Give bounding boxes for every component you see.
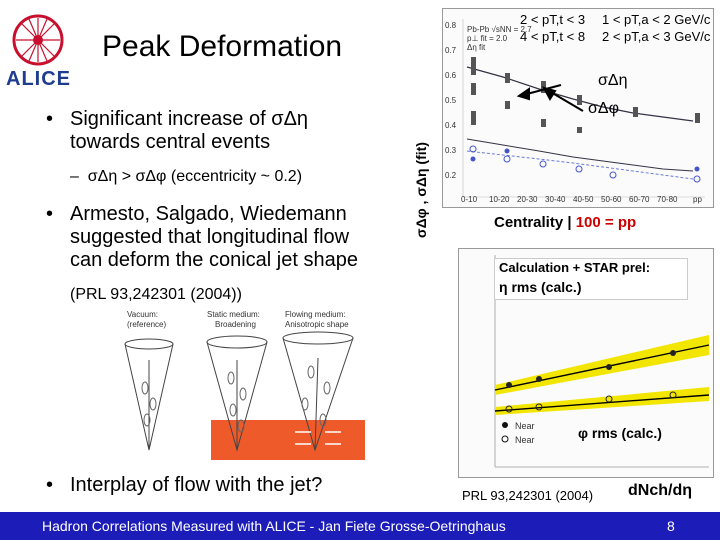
- cuts-right-2: 2 < pT,a < 3 GeV/c: [602, 29, 711, 44]
- legend-near-1: Near: [515, 421, 535, 431]
- bullet-1-line1: Significant increase of σΔη: [70, 108, 309, 130]
- centrality-caption-red: 100 = pp: [575, 214, 637, 231]
- cuts-left-2: 4 < pT,t < 8: [520, 29, 586, 44]
- bullet-icon: •: [46, 474, 54, 496]
- cuts-left-1: 2 < pT,t < 3: [520, 12, 586, 27]
- centrality-caption-text: Centrality |: [494, 214, 576, 231]
- bottom-plot-svg: [494, 255, 710, 468]
- y-tick-1: 0.7: [445, 46, 457, 55]
- panel2-label2: Broadening: [215, 320, 256, 329]
- bullet-1-sub-text: σΔη > σΔφ (eccentricity ~ 0.2): [87, 168, 303, 185]
- label-sigma-eta: σΔη: [598, 72, 628, 89]
- cuts-right-1: 1 < pT,a < 2 GeV/c: [602, 12, 711, 27]
- legend-near-2: Near: [515, 435, 535, 445]
- x-tick-5: 50-60: [601, 195, 622, 204]
- x-tick-2: 20-30: [517, 195, 538, 204]
- x-tick-0: 0-10: [461, 195, 478, 204]
- bullet-1-line2: towards central events: [70, 131, 271, 153]
- arrow-icon: [516, 84, 584, 112]
- cones-illustration: [124, 331, 365, 460]
- y-tick-0: 0.8: [445, 21, 457, 30]
- jet-flow-cartoon: Vacuum: (reference) Static medium: Broad…: [115, 308, 365, 460]
- top-plot: Pb-Pb √sNN = 2.7 p⊥ fit = 2.0 Δη fit 0.8…: [442, 8, 714, 208]
- dash-icon: –: [70, 168, 88, 185]
- calc-line2: η rms (calc.): [499, 279, 582, 295]
- bullet-2-line2: suggested that longitudinal flow: [70, 226, 350, 248]
- bullet-2-ref: (PRL 93,242301 (2004)): [70, 286, 242, 303]
- x-tick-6: 60-70: [629, 195, 650, 204]
- y-tick-6: 0.2: [445, 171, 457, 180]
- panel3-label2: Anisotropic shape: [285, 320, 349, 329]
- calc-line1: Calculation + STAR prel:: [499, 260, 651, 275]
- bullet-3-text: Interplay of flow with the jet?: [70, 474, 323, 496]
- x-tick-3: 30-40: [545, 195, 566, 204]
- x-tick-4: 40-50: [573, 195, 594, 204]
- footer-bar: [0, 512, 720, 540]
- x-tick-7: 70-80: [657, 195, 678, 204]
- bottom-xlabel: dNch/dη: [628, 482, 692, 499]
- logo-text: ALICE: [6, 68, 71, 90]
- y-tick-4: 0.4: [445, 121, 457, 130]
- bullet-2: • Armesto, Salgado, Wiedemann suggested …: [46, 203, 358, 272]
- panel1-label1: Vacuum:: [127, 310, 158, 319]
- page-title: Peak Deformation: [102, 30, 343, 63]
- alice-logo: ALICE: [4, 6, 72, 94]
- footer-text: Hadron Correlations Measured with ALICE …: [42, 518, 506, 534]
- centrality-caption: Centrality | 100 = pp: [494, 214, 636, 231]
- panel3-label1: Flowing medium:: [285, 310, 346, 319]
- x-tick-8: pp: [693, 195, 702, 204]
- bullet-icon: •: [46, 203, 54, 225]
- bullet-1: • Significant increase of σΔη towards ce…: [46, 108, 309, 154]
- bullet-2-line1: Armesto, Salgado, Wiedemann: [70, 203, 347, 225]
- y-tick-2: 0.6: [445, 71, 457, 80]
- bullet-1-sub: – σΔη > σΔφ (eccentricity ~ 0.2): [70, 168, 302, 186]
- top-plot-ylabel: σΔφ , σΔη (fit): [413, 120, 437, 240]
- top-plot-ylabel-text: σΔφ , σΔη (fit): [413, 142, 429, 238]
- inset-line2: p⊥ fit = 2.0: [467, 34, 508, 43]
- bottom-ref: PRL 93,242301 (2004): [462, 488, 594, 503]
- y-tick-5: 0.3: [445, 146, 457, 155]
- alice-logo-icon: [12, 14, 64, 66]
- panel2-label1: Static medium:: [207, 310, 260, 319]
- y-tick-3: 0.5: [445, 96, 457, 105]
- top-plot-svg: [462, 19, 705, 198]
- bullet-3: • Interplay of flow with the jet?: [46, 474, 323, 497]
- label-sigma-phi: σΔφ: [588, 100, 619, 117]
- calc-box: Calculation + STAR prel: η rms (calc.): [494, 258, 688, 300]
- x-tick-1: 10-20: [489, 195, 510, 204]
- inset-line1: Pb-Pb √sNN = 2.7: [467, 25, 532, 34]
- phi-rms-label: φ rms (calc.): [578, 425, 662, 441]
- panel1-label2: (reference): [127, 320, 167, 329]
- bullet-icon: •: [46, 108, 54, 130]
- page-number: 8: [667, 518, 675, 534]
- inset-line3: Δη fit: [467, 43, 486, 52]
- bullet-2-line3: can deform the conical jet shape: [70, 249, 358, 271]
